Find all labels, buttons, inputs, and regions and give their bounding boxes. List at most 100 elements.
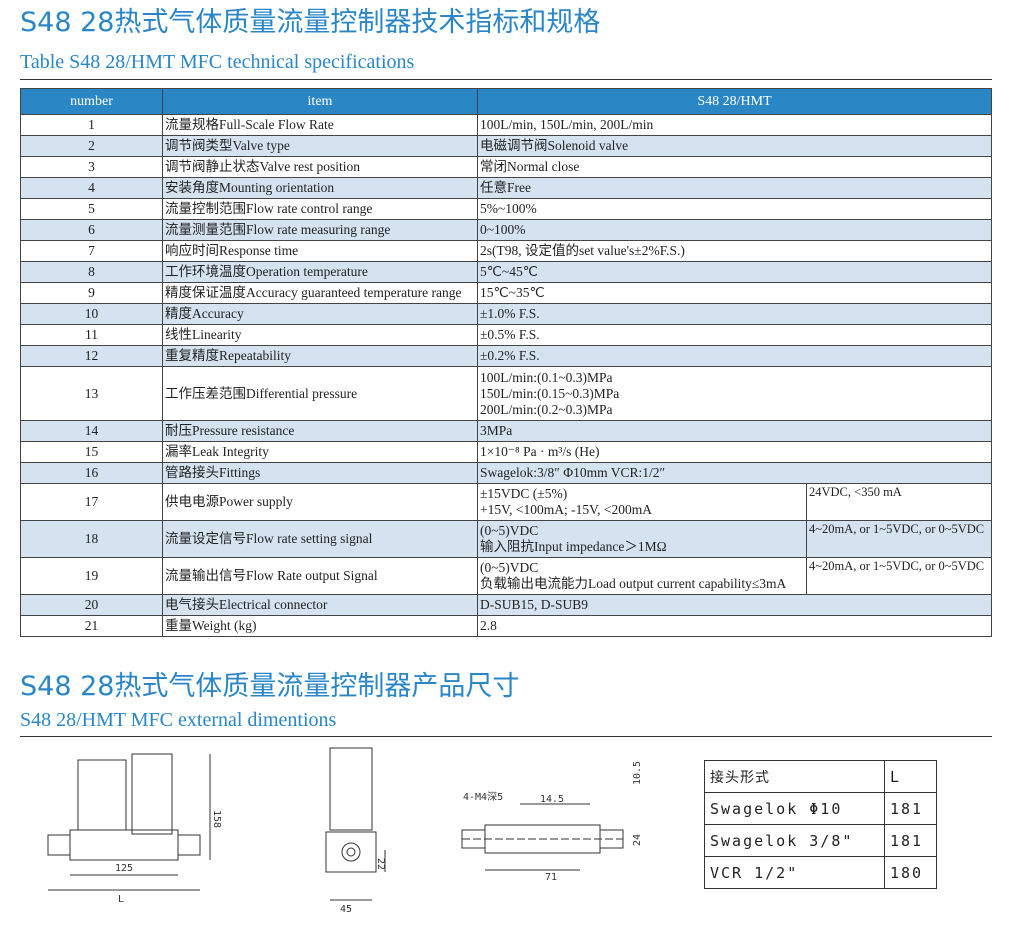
spec-value-cell: 2s(T98, 设定值的set value's±2%F.S.) xyxy=(476,240,993,262)
spec-value-cell: 常闭Normal close xyxy=(476,156,993,178)
row-number: 7 xyxy=(20,240,163,262)
table-row: 10 精度Accuracy ±1.0% F.S. xyxy=(20,303,993,325)
spec-table: number item S48 28/HMT 1 流量规格Full-Scale F… xyxy=(20,88,993,637)
row-number: 18 xyxy=(20,520,163,558)
table-row: 5 流量控制范围Flow rate control range 5%~100% xyxy=(20,198,993,220)
spec-item: 管路接头Fittings xyxy=(162,462,478,484)
table-row: 7 响应时间Response time 2s(T98, 设定值的set value'… xyxy=(20,240,993,262)
label-m4: 4-M4深5 xyxy=(463,791,503,803)
spec-item: 线性Linearity xyxy=(162,324,478,346)
dim-14-5: 14.5 xyxy=(540,794,564,805)
spec-value: ±15VDC (±5%) xyxy=(480,486,568,501)
row-number: 19 xyxy=(20,557,163,595)
spec-value-cell: 15℃~35℃ xyxy=(476,282,993,304)
spec-item: 流量设定信号Flow rate setting signal xyxy=(162,520,478,558)
spec-alt-value: 4~20mA, or 1~5VDC, or 0~5VDC xyxy=(805,557,993,595)
spec-item: 耐压Pressure resistance xyxy=(162,420,478,442)
spec-item: 调节阀静止状态Valve rest position xyxy=(162,156,478,178)
row-number: 15 xyxy=(20,441,163,463)
row-number: 17 xyxy=(20,483,163,521)
table-row: 20 电气接头Electrical connector D-SUB15, D-SUB… xyxy=(20,594,993,616)
table-row: 4 安装角度Mounting orientation 任意Free xyxy=(20,177,993,199)
spec-value: 2s(T98, 设定值的set value's±2%F.S.) xyxy=(480,243,685,258)
spec-item: 供电电源Power supply xyxy=(162,483,478,521)
row-number: 11 xyxy=(20,324,163,346)
table-row: 13 工作压差范围Differential pressure 100L/min:(0… xyxy=(20,366,993,421)
dim-L: L xyxy=(118,894,124,905)
dim-height: 158 xyxy=(211,810,222,828)
spec-value-cell: (0~5)VDC 负载输出电流能力Load output current capa… xyxy=(477,557,807,595)
spec-value: 5%~100% xyxy=(480,201,537,216)
row-number: 13 xyxy=(20,366,163,421)
end-view-drawing: 45 22 xyxy=(325,747,386,915)
spec-value-cell: 3MPa xyxy=(476,420,993,442)
spec-item: 重复精度Repeatability xyxy=(162,345,478,367)
spec-value-cell: 5%~100% xyxy=(476,198,993,220)
spec-value-cell: Swagelok:3/8″ Φ10mm VCR:1/2″ xyxy=(476,462,993,484)
fitting-type: Swagelok 3/8" xyxy=(704,824,885,857)
table-row: 9 精度保证温度Accuracy guaranteed temperature r… xyxy=(20,282,993,304)
spec-value-cell: 5℃~45℃ xyxy=(476,261,993,283)
dim-24: 24 xyxy=(632,834,643,846)
fitting-length: 181 xyxy=(884,792,937,825)
spec-value-line2: +15V, <100mA; -15V, <200mA xyxy=(480,502,652,517)
spec-value-line2: 输入阻抗Input impedance＞1MΩ xyxy=(480,539,667,554)
spec-value: (0~5)VDC xyxy=(480,560,539,575)
spec-item: 流量测量范围Flow rate measuring range xyxy=(162,219,478,241)
spec-alt-value: 24VDC, <350 mA xyxy=(805,483,993,521)
spec-item: 精度保证温度Accuracy guaranteed temperature ra… xyxy=(162,282,478,304)
row-number: 20 xyxy=(20,594,163,616)
dim-22: 22 xyxy=(375,858,386,870)
spec-value: ±1.0% F.S. xyxy=(480,306,540,321)
spec-value-line3: 200L/min:(0.2~0.3)MPa xyxy=(480,401,613,417)
table-row: 3 调节阀静止状态Valve rest position 常闭Normal clos… xyxy=(20,156,993,178)
dim-45: 45 xyxy=(340,904,352,915)
spec-item: 重量Weight (kg) xyxy=(162,615,478,637)
spec-item: 流量规格Full-Scale Flow Rate xyxy=(162,114,478,136)
table-row: 18 流量设定信号Flow rate setting signal (0~5)VDC… xyxy=(20,520,993,558)
spec-value: 3MPa xyxy=(480,423,513,438)
row-number: 3 xyxy=(20,156,163,178)
spec-value: Swagelok:3/8″ Φ10mm VCR:1/2″ xyxy=(480,465,666,480)
spec-value: (0~5)VDC xyxy=(480,523,539,538)
fitting-length-table: 接头形式 L Swagelok Φ10 181 Swagelok 3/8" 181 V… xyxy=(704,760,937,889)
row-number: 4 xyxy=(20,177,163,199)
spec-value-cell: 100L/min:(0.1~0.3)MPa 150L/min:(0.15~0.3)… xyxy=(476,366,993,421)
table-row: 12 重复精度Repeatability ±0.2% F.S. xyxy=(20,345,993,367)
table-row: 16 管路接头Fittings Swagelok:3/8″ Φ10mm VCR:1/… xyxy=(20,462,993,484)
page-title: S48 28热式气体质量流量控制器技术指标和规格 xyxy=(20,7,601,38)
spec-value-cell: 1×10⁻⁸ Pa · m³/s (He) xyxy=(476,441,993,463)
fitting-length: 180 xyxy=(884,856,937,889)
spec-value-cell: 2.8 xyxy=(476,615,993,637)
spec-value: 1×10⁻⁸ Pa · m³/s (He) xyxy=(480,444,600,459)
spec-value: 100L/min, 150L/min, 200L/min xyxy=(480,117,654,132)
row-number: 10 xyxy=(20,303,163,325)
spec-value: 100L/min:(0.1~0.3)MPa xyxy=(480,369,613,385)
spec-value: 电磁调节阀Solenoid valve xyxy=(480,138,629,153)
spec-value-cell: (0~5)VDC 输入阻抗Input impedance＞1MΩ xyxy=(477,520,807,558)
row-number: 1 xyxy=(20,114,163,136)
spec-value-cell: 任意Free xyxy=(476,177,993,199)
length-header: L xyxy=(884,760,937,793)
spec-value-cell: 电磁调节阀Solenoid valve xyxy=(476,135,993,157)
spec-value: 0~100% xyxy=(480,222,526,237)
spec-item: 电气接头Electrical connector xyxy=(162,594,478,616)
dim-125: 125 xyxy=(115,863,133,874)
fitting-type: VCR 1/2" xyxy=(704,856,885,889)
fitting-length: 181 xyxy=(884,824,937,857)
spec-value-line2: 负载输出电流能力Load output current capability≤3… xyxy=(480,576,787,591)
row-number: 8 xyxy=(20,261,163,283)
spec-value-cell: 0~100% xyxy=(476,219,993,241)
table-row: 2 调节阀类型Valve type 电磁调节阀Solenoid valve xyxy=(20,135,993,157)
table-row: 15 漏率Leak Integrity 1×10⁻⁸ Pa · m³/s (He) xyxy=(20,441,993,463)
spec-item: 流量控制范围Flow rate control range xyxy=(162,198,478,220)
divider xyxy=(20,79,992,80)
spec-value: 常闭Normal close xyxy=(480,159,580,174)
spec-value: ±0.2% F.S. xyxy=(480,348,540,363)
spec-item: 精度Accuracy xyxy=(162,303,478,325)
spec-value: 任意Free xyxy=(480,180,531,195)
fitting-header: 接头形式 xyxy=(704,760,885,793)
row-number: 16 xyxy=(20,462,163,484)
header-number: number xyxy=(20,88,163,115)
row-number: 12 xyxy=(20,345,163,367)
